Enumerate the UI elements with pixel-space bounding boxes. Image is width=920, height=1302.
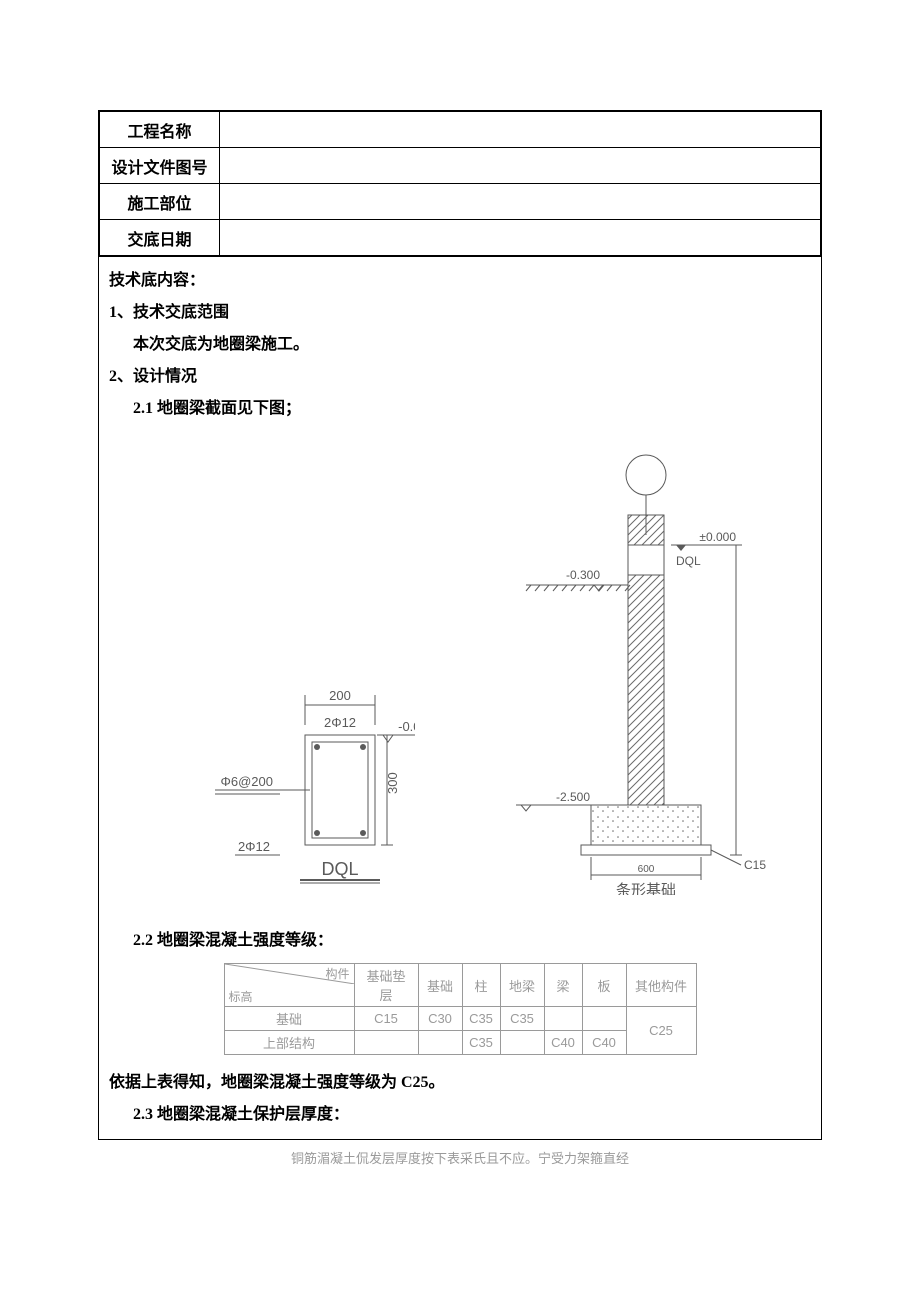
header-label: 施工部位 [100,184,220,220]
svg-text:2Φ12: 2Φ12 [237,839,269,854]
header-label: 交底日期 [100,220,220,256]
section-2-1: 2.1 地圈梁截面见下图； [109,393,811,425]
header-label: 工程名称 [100,112,220,148]
header-value [220,184,821,220]
section-2-heading: 2、设计情况 [109,361,811,393]
header-value [220,220,821,256]
dql-section-figure: 200 2Φ12 -0.060 Φ6@200 300 2Φ12 DQL [155,645,415,895]
footer-note: 铜筋湄凝土侃发层厚度按下表采氏且不应。宁受力架箍直经 [98,1148,822,1167]
svg-text:-0.300: -0.300 [566,568,600,582]
section-2-2-conclusion: 依据上表得知，地圈梁混凝土强度等级为 C25。 [109,1067,811,1099]
svg-text:Φ6@200: Φ6@200 [220,774,273,789]
header-table: 工程名称设计文件图号施工部位交底日期 [99,111,821,256]
concrete-grade-table: 标高构件基础垫层基础柱地梁梁板其他构件基础C15C30C35C35C25上部结构… [224,963,697,1055]
document-frame: 工程名称设计文件图号施工部位交底日期 技术底内容： 1、技术交底范围 本次交底为… [98,110,822,1140]
svg-text:-0.060: -0.060 [398,719,415,734]
svg-text:DQL: DQL [676,554,701,568]
tech-content-title: 技术底内容： [109,265,811,297]
strip-footing-figure: ±0.000 DQL -0.300 -2.500 C15 600 条形基础 [486,445,766,895]
section-2-3: 2.3 地圈梁混凝土保护层厚度： [109,1099,811,1131]
header-value [220,112,821,148]
svg-text:2Φ12: 2Φ12 [323,715,355,730]
content-body: 技术底内容： 1、技术交底范围 本次交底为地圈梁施工。 2、设计情况 2.1 地… [99,256,821,1139]
section-1-body: 本次交底为地圈梁施工。 [109,329,811,361]
header-value [220,148,821,184]
svg-text:C15: C15 [744,858,766,872]
section-1-heading: 1、技术交底范围 [109,297,811,329]
header-label: 设计文件图号 [100,148,220,184]
svg-text:600: 600 [637,864,654,875]
figure-zone: 200 2Φ12 -0.060 Φ6@200 300 2Φ12 DQL ±0.000 DQL -… [109,425,811,925]
svg-text:条形基础: 条形基础 [615,882,675,895]
section-2-2: 2.2 地圈梁混凝土强度等级： [109,925,811,957]
svg-text:±0.000: ±0.000 [699,530,736,544]
svg-text:200: 200 [329,688,351,703]
svg-text:300: 300 [385,772,400,794]
svg-text:-2.500: -2.500 [556,790,590,804]
svg-text:DQL: DQL [321,859,358,879]
